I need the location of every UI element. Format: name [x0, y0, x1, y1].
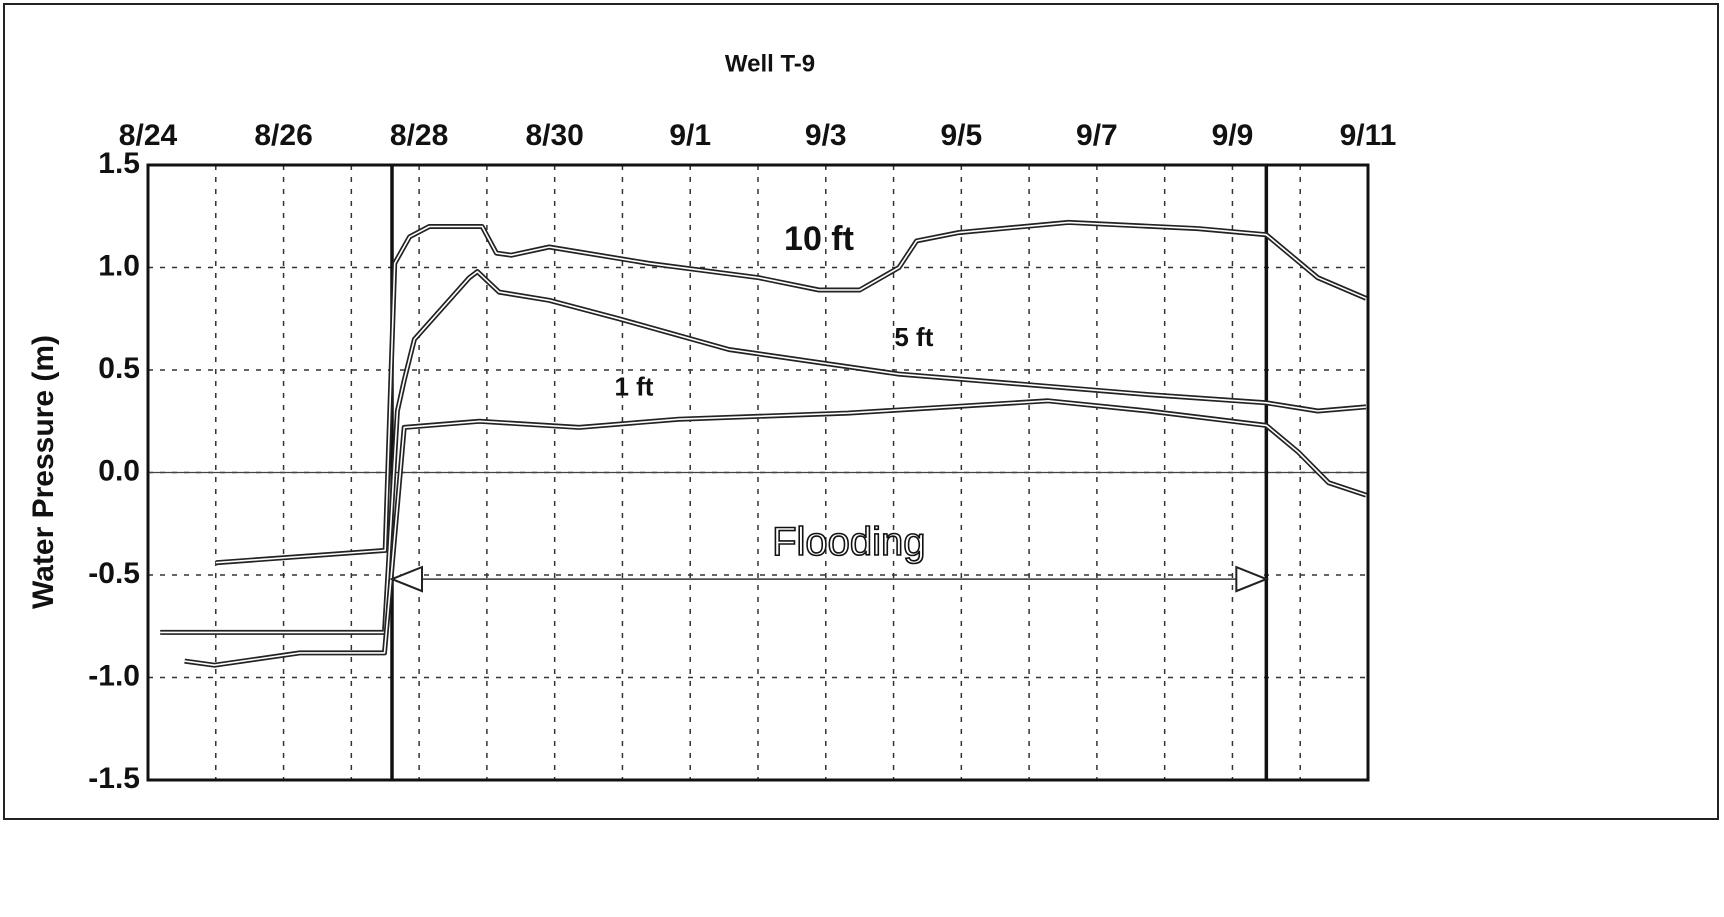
plot-frame: [146, 163, 1370, 782]
y-tick-label: 1.0: [98, 249, 140, 282]
annotation: 10 ft: [784, 220, 854, 258]
y-tick-label: 0.0: [98, 454, 140, 487]
x-tick-label: 9/1: [669, 119, 711, 152]
x-tick-label: 9/5: [940, 119, 982, 152]
series-line-outer: [160, 269, 1367, 635]
x-tick-label: 9/9: [1212, 119, 1254, 152]
y-tick-label: -1.5: [88, 762, 140, 795]
chart-title: Well T-9: [725, 50, 815, 77]
series-line: [184, 399, 1367, 667]
x-tick-label: 9/3: [805, 119, 847, 152]
frame: [3, 3, 1719, 820]
arrow-head: [389, 565, 423, 593]
x-tick-label: 9/7: [1076, 119, 1118, 152]
series-line: [160, 270, 1367, 634]
y-tick-label: 0.5: [98, 352, 140, 385]
x-tick-label: 8/26: [254, 119, 312, 152]
x-tick-label: 8/24: [119, 119, 178, 152]
x-tick-label: 8/28: [390, 119, 448, 152]
y-tick-label: -1.0: [88, 659, 140, 692]
arrow-head: [1235, 565, 1270, 593]
annotation: 1 ft: [614, 371, 653, 401]
series-line: [215, 221, 1367, 564]
y-tick-label: 1.5: [98, 147, 140, 180]
series-line-outer: [215, 219, 1367, 566]
annotation: Flooding: [772, 520, 925, 564]
y-tick-label: -0.5: [88, 557, 140, 590]
x-tick-label: 9/11: [1340, 119, 1397, 152]
y-axis-label: Water Pressure (m): [27, 335, 60, 609]
annotation: 5 ft: [894, 322, 933, 352]
x-tick-label: 8/30: [525, 119, 583, 152]
